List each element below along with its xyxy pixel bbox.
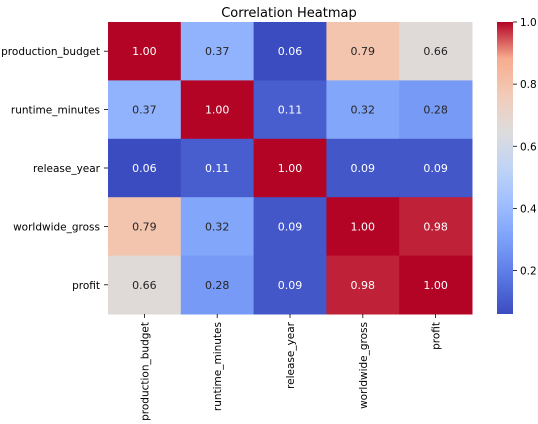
colorbar-tick-label: 0.8 — [520, 79, 537, 91]
colorbar-ticks: 0.2 0.4 0.6 0.8 1.0 — [513, 17, 537, 278]
colorbar-gradient — [497, 22, 513, 314]
heatmap-cell-label: 0.06 — [132, 162, 157, 175]
heatmap-cell-label: 0.28 — [205, 279, 230, 292]
heatmap-cell — [180, 197, 255, 257]
heatmap-cell — [326, 255, 400, 315]
heatmap-cell-label: 0.98 — [351, 279, 376, 292]
chart-title: Correlation Heatmap — [221, 6, 357, 21]
heatmap-cells — [108, 22, 473, 315]
heatmap-cell-label: 0.79 — [351, 45, 376, 58]
heatmap-cell-label: 1.00 — [278, 162, 303, 175]
heatmap-cell-label: 1.00 — [423, 279, 448, 292]
heatmap-cell — [326, 138, 400, 198]
heatmap-cell-labels: 1.00 0.37 0.06 0.79 0.66 0.37 1.00 0.11 0.32 0.28… — [132, 45, 448, 292]
heatmap-cell — [253, 255, 327, 315]
heatmap-cell-label: 0.09 — [278, 220, 303, 233]
x-tick-label: runtime_minutes — [212, 322, 224, 411]
x-tick-label: production_budget — [139, 322, 151, 421]
heatmap-cell — [399, 197, 473, 257]
heatmap-cell — [108, 22, 182, 81]
heatmap-cell — [108, 255, 182, 315]
heatmap-cell — [180, 138, 255, 198]
y-tick-label: worldwide_gross — [13, 221, 100, 233]
y-tick-label: profit — [72, 280, 100, 292]
heatmap-cell-label: 0.09 — [351, 162, 376, 175]
heatmap-cell-label: 0.37 — [132, 104, 157, 117]
heatmap-cell — [326, 22, 400, 81]
heatmap-cell — [108, 138, 182, 198]
heatmap-cell — [180, 80, 255, 140]
heatmap-cell — [253, 80, 327, 140]
heatmap-cell-label: 0.66 — [423, 45, 448, 58]
heatmap-cell-label: 1.00 — [351, 220, 376, 233]
heatmap-cell — [180, 255, 255, 315]
x-tick-label: release_year — [285, 321, 297, 389]
heatmap-cell-label: 0.09 — [278, 279, 303, 292]
colorbar-tick-label: 0.6 — [520, 141, 537, 153]
heatmap-cell — [399, 138, 473, 198]
x-axis: production_budget runtime_minutes release_… — [139, 314, 443, 421]
y-tick-label: production_budget — [1, 46, 100, 58]
heatmap-cell — [253, 22, 327, 81]
colorbar-tick-label: 0.4 — [520, 203, 537, 215]
heatmap-cell-label: 0.32 — [351, 104, 376, 117]
x-tick-label: worldwide_gross — [358, 322, 370, 409]
x-tick-label: profit — [431, 322, 443, 350]
heatmap-cell — [326, 197, 400, 257]
heatmap-cell-label: 0.11 — [205, 162, 230, 175]
colorbar-tick-label: 1.0 — [520, 17, 537, 29]
heatmap-cell — [180, 22, 255, 81]
heatmap-cell-label: 0.09 — [423, 162, 448, 175]
heatmap-cell-label: 0.32 — [205, 220, 230, 233]
y-axis: production_budget runtime_minutes release_… — [1, 46, 108, 292]
heatmap-cell — [399, 22, 473, 81]
heatmap-cell-label: 0.37 — [205, 45, 230, 58]
colorbar: 0.2 0.4 0.6 0.8 1.0 — [497, 17, 537, 314]
heatmap-cell-label: 0.11 — [278, 104, 303, 117]
heatmap-cell — [399, 80, 473, 140]
heatmap-cell-label: 0.06 — [278, 45, 303, 58]
colorbar-tick-label: 0.2 — [520, 266, 537, 278]
heatmap-cell — [108, 197, 182, 257]
y-tick-label: release_year — [33, 163, 101, 175]
heatmap-cell-label: 0.98 — [423, 220, 448, 233]
heatmap-cell-label: 0.66 — [132, 279, 157, 292]
heatmap-cell-label: 1.00 — [205, 104, 230, 117]
heatmap-cell-label: 1.00 — [132, 45, 157, 58]
heatmap-cell-label: 0.79 — [132, 220, 157, 233]
heatmap-cell — [253, 197, 327, 257]
heatmap-cell — [399, 255, 473, 315]
heatmap-cell — [253, 138, 327, 198]
y-tick-label: runtime_minutes — [11, 105, 100, 117]
heatmap-cell — [108, 80, 182, 140]
heatmap-cell-label: 0.28 — [423, 104, 448, 117]
heatmap-cell — [326, 80, 400, 140]
